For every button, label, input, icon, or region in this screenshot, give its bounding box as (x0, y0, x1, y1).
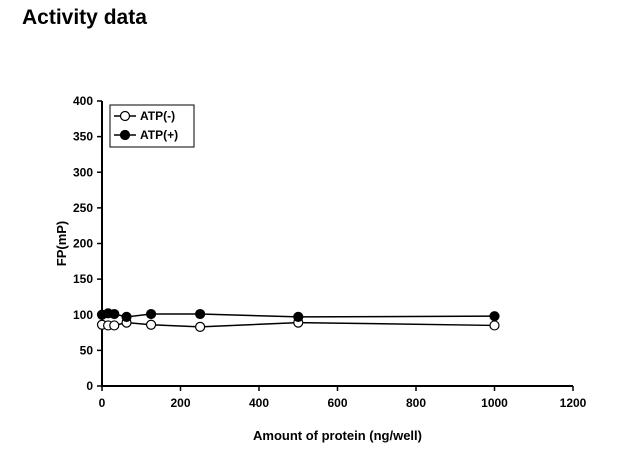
data-point-atp-plus (489, 311, 500, 322)
legend-marker-filled (119, 129, 131, 141)
series-layer (96, 308, 500, 332)
y-tick-label: 50 (80, 343, 94, 357)
x-tick-label: 1200 (560, 396, 587, 410)
x-tick-label: 200 (170, 396, 190, 410)
y-tick-label: 300 (73, 165, 93, 179)
y-axis-ticks: 0 50 100 150 200 250 300 350 400 (73, 94, 102, 393)
x-tick-label: 600 (327, 396, 347, 410)
x-axis-ticks: 0 200 400 600 800 1000 1200 (99, 386, 587, 410)
y-tick-label: 150 (73, 272, 93, 286)
y-tick-label: 250 (73, 201, 93, 215)
legend: ATP(-) ATP(+) (109, 104, 195, 148)
x-axis-title: Amount of protein (ng/well) (253, 428, 422, 443)
data-point-atp-plus (109, 308, 120, 320)
y-tick-label: 350 (73, 130, 93, 144)
legend-marker-open (119, 110, 131, 122)
x-tick-label: 400 (249, 396, 269, 410)
y-tick-label: 400 (73, 94, 93, 108)
legend-label: ATP(-) (140, 109, 175, 123)
x-tick-label: 1000 (481, 396, 508, 410)
data-point-atp-minus (489, 320, 500, 331)
x-tick-label: 0 (99, 396, 106, 410)
data-point-atp-minus (195, 321, 206, 332)
y-axis-title: FP(mP) (54, 221, 69, 267)
data-point-atp-plus (293, 311, 304, 322)
x-tick-label: 800 (406, 396, 426, 410)
y-tick-label: 0 (86, 379, 93, 393)
data-point-atp-plus (145, 308, 157, 320)
data-point-atp-plus (121, 311, 132, 322)
y-tick-label: 100 (73, 308, 93, 322)
data-point-atp-plus (195, 308, 206, 320)
legend-entry: ATP(-) (114, 109, 175, 123)
y-tick-label: 200 (73, 237, 93, 251)
data-point-atp-minus (109, 320, 120, 331)
page-title: Activity data (22, 6, 147, 29)
legend-entry: ATP(+) (114, 128, 178, 142)
data-point-atp-minus (145, 319, 157, 330)
legend-label: ATP(+) (140, 128, 178, 142)
